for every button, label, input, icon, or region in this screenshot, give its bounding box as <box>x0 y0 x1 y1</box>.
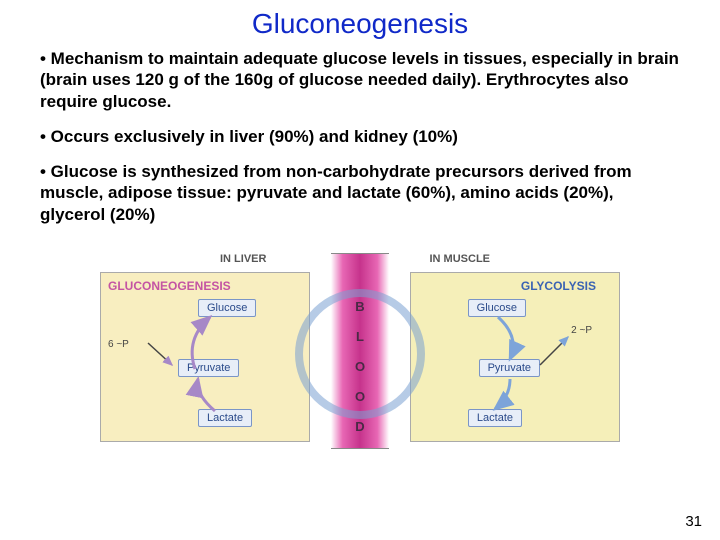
page-number: 31 <box>685 513 702 530</box>
content-area: • Mechanism to maintain adequate glucose… <box>0 40 720 225</box>
pyruvate-muscle: Pyruvate <box>479 359 540 377</box>
blood-letter-b: B <box>355 299 364 314</box>
blood-letter-l: L <box>356 329 364 344</box>
blood-letter-o2: O <box>355 389 365 404</box>
blood-letter-d: D <box>355 419 364 434</box>
in-muscle-label: IN MUSCLE <box>430 253 491 265</box>
glucose-liver: Glucose <box>198 299 256 317</box>
lactate-liver: Lactate <box>198 409 252 427</box>
in-liver-label: IN LIVER <box>220 253 266 265</box>
two-p-label: 2 ~P <box>571 325 592 336</box>
glucose-muscle: Glucose <box>468 299 526 317</box>
bullet-2: • Occurs exclusively in liver (90%) and … <box>40 126 680 147</box>
bullet-1: • Mechanism to maintain adequate glucose… <box>40 48 680 112</box>
six-p-label: 6 ~P <box>108 339 129 350</box>
lactate-muscle: Lactate <box>468 409 522 427</box>
pyruvate-liver: Pyruvate <box>178 359 239 377</box>
blood-letter-o1: O <box>355 359 365 374</box>
gluconeogenesis-label: GLUCONEOGENESIS <box>108 279 231 293</box>
bullet-3: • Glucose is synthesized from non-carboh… <box>40 161 680 225</box>
cycle-diagram: IN LIVER IN MUSCLE GLUCONEOGENESIS GLYCO… <box>80 239 640 449</box>
glycolysis-label: GLYCOLYSIS <box>521 279 596 293</box>
slide-title: Gluconeogenesis <box>0 0 720 40</box>
